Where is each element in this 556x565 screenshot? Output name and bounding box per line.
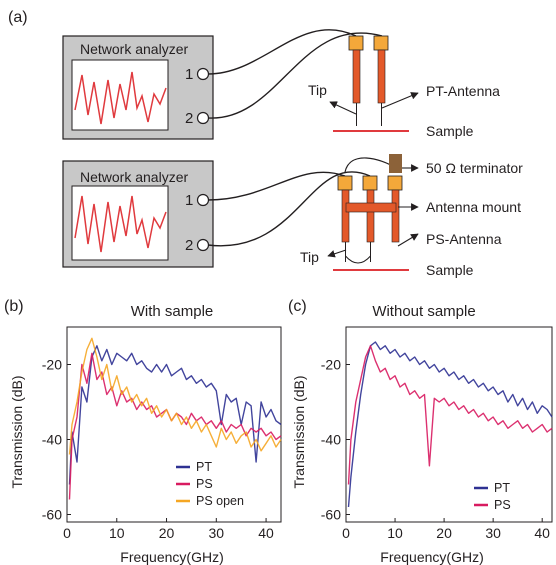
top-antenna-arrow [381,92,419,109]
y-tick-label: -60 [42,507,62,523]
ps-antenna-label: PS-Antenna [426,231,502,247]
y-tick-label: -40 [321,432,341,448]
top-network-analyzer: Network analyzer 1 2 [62,35,214,140]
bottom-tip-arrow [327,249,347,258]
top-sample-label: Sample [426,123,474,139]
bottom-port1-label: 1 [185,192,193,209]
chart-without-sample: (c) Without sample Transmission (dB) Fre… [288,298,553,565]
bottom-port2-label: 2 [185,237,193,254]
bottom-port2-connector [196,238,210,252]
top-port1-connector [196,67,210,81]
x-tick-label: 10 [109,525,125,541]
x-tick-label: 30 [209,525,225,541]
chart-b-ylabel: Transmission (dB) [9,375,25,488]
chart-b-series [68,337,282,500]
legend-label: PS [196,477,213,491]
pt-antenna [348,35,389,126]
top-cable-2 [207,32,383,119]
bottom-cable-2 [207,171,371,247]
series-line-pt [68,345,282,485]
top-port2-connector [196,111,210,125]
x-tick-label: 40 [534,525,550,541]
legend-label: PS [494,498,511,512]
y-tick-label: -20 [321,357,341,373]
bottom-analyzer-label: Network analyzer [80,169,188,185]
chart-c-legend: PT PS [474,481,511,512]
panel-c-label: (c) [288,298,307,315]
chart-c-ylabel: Transmission (dB) [291,375,307,488]
y-tick-label: -20 [42,357,62,373]
ps-antenna-arrow [397,233,419,247]
legend-label: PS open [196,494,244,508]
top-analyzer-label: Network analyzer [80,41,188,57]
top-tip-label: Tip [308,82,327,98]
ps-antenna [337,154,403,264]
x-tick-label: 0 [63,525,71,541]
top-port2-label: 2 [185,110,193,127]
antenna-mount-bar [345,202,397,213]
top-screen-trace [74,71,167,125]
mount-label: Antenna mount [426,199,521,215]
chart-b-ticks: 0 10 20 30 40 -20 -40 -60 [42,357,274,542]
bottom-sample-label: Sample [426,262,474,278]
chart-b-legend: PT PS PS open [176,460,244,508]
chart-c-ticks: 0 10 20 30 40 -20 -40 -60 [321,357,550,542]
chart-b-frame [66,326,282,523]
chart-c-frame [345,326,553,523]
x-tick-label: 40 [258,525,274,541]
legend-label: PT [196,460,212,474]
chart-c-xlabel: Frequency(GHz) [380,549,483,565]
x-tick-label: 30 [485,525,501,541]
series-line-ps [347,345,553,485]
panel-a-label: (a) [8,9,28,26]
top-cable-1 [207,29,357,75]
x-tick-label: 0 [342,525,350,541]
x-tick-label: 20 [436,525,452,541]
y-tick-label: -40 [42,432,62,448]
chart-b-title: With sample [131,303,214,320]
y-tick-label: -60 [321,507,341,523]
top-tip-arrow [329,101,357,115]
bottom-tip-label: Tip [300,249,319,265]
chart-c-title: Without sample [372,303,475,320]
top-antenna-label: PT-Antenna [426,83,500,99]
bottom-cable-1 [207,171,346,201]
top-port1-label: 1 [185,66,193,83]
x-tick-label: 10 [387,525,403,541]
legend-label: PT [494,481,510,495]
bottom-screen-trace [74,195,167,253]
chart-b-xlabel: Frequency(GHz) [120,549,223,565]
x-tick-label: 20 [159,525,175,541]
panel-b-label: (b) [4,298,24,315]
series-line-ps-open [68,337,282,455]
bottom-port1-connector [196,193,210,207]
terminator-cable [344,157,397,173]
bottom-network-analyzer: Network analyzer 1 2 [62,160,214,268]
terminator-label: 50 Ω terminator [426,160,523,176]
chart-with-sample: (b) With sample Transmission (dB) Freque… [4,298,282,565]
chart-c-series [347,341,553,508]
series-line-pt [347,341,553,508]
